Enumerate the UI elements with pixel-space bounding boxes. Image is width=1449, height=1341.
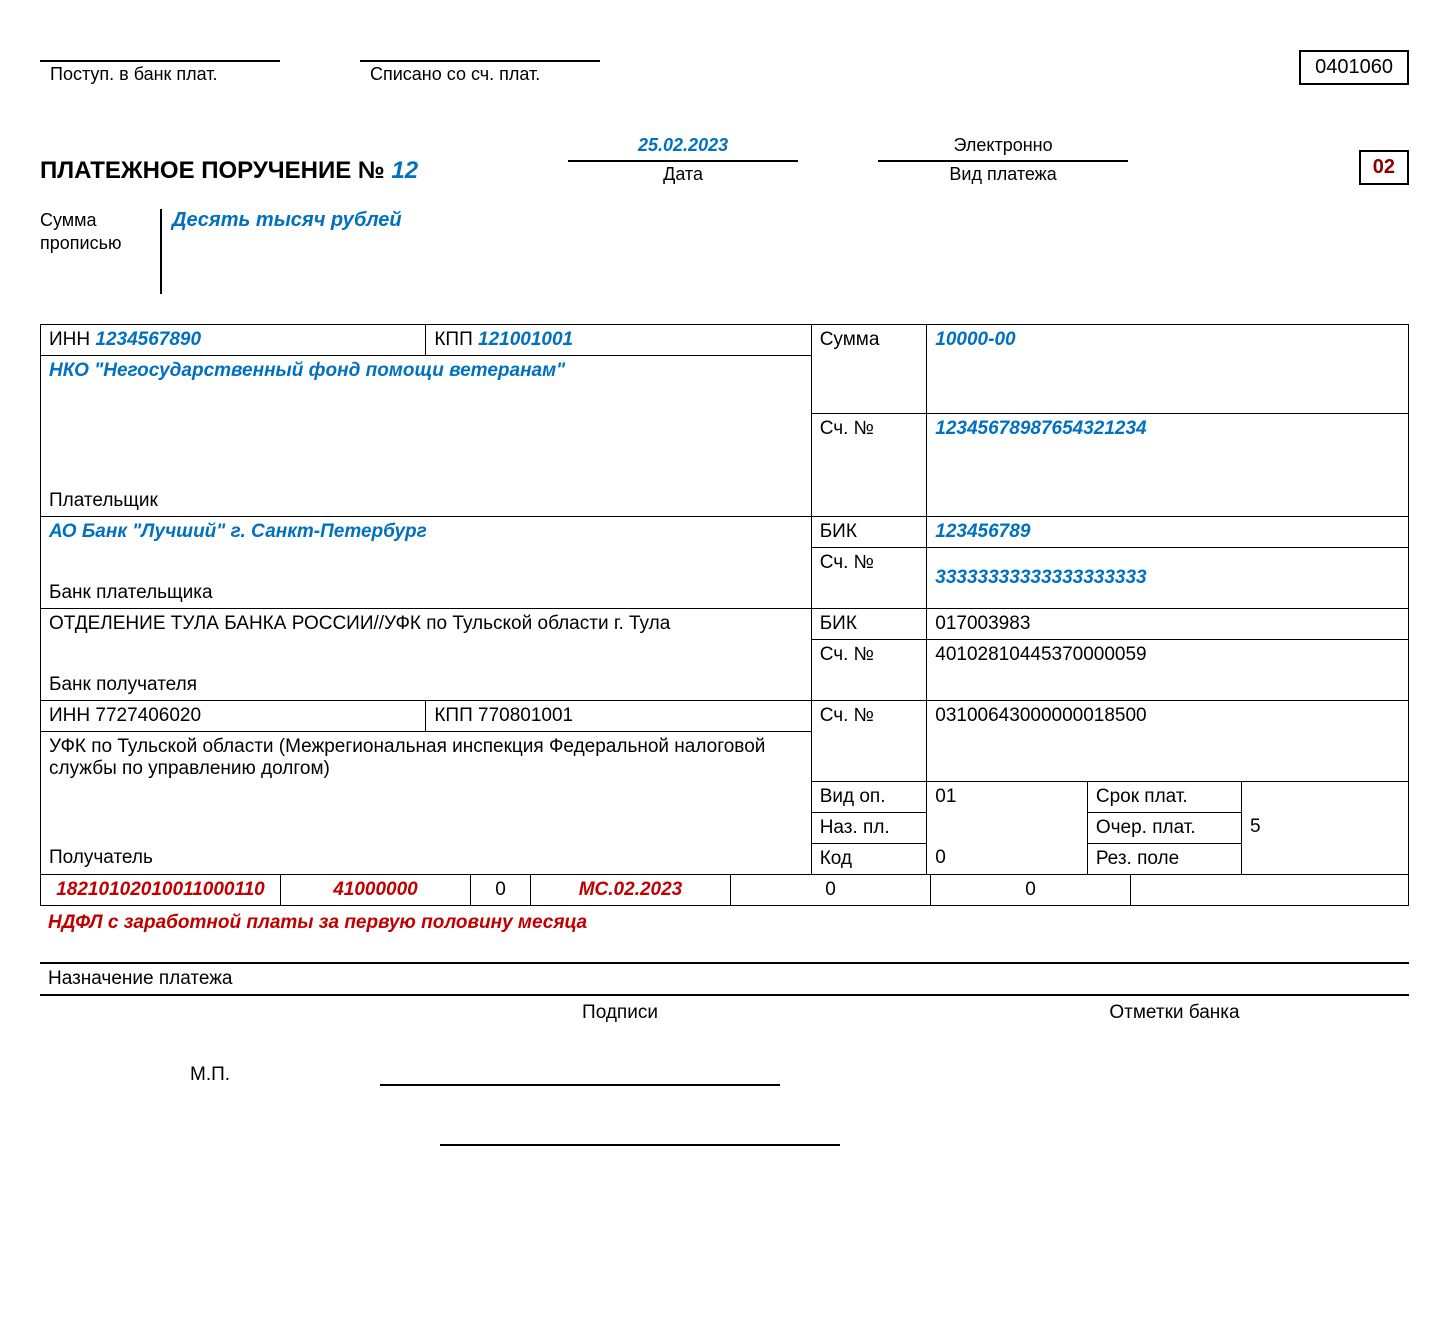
vid-op: 01 [927,781,1088,812]
date-value: 25.02.2023 [568,135,798,162]
stamp-group: Поступ. в банк плат. Списано со сч. плат… [40,40,600,85]
form-code: 0401060 [1299,50,1409,85]
main-table: ИНН 1234567890 КПП 121001001 Сумма 10000… [40,324,1409,875]
stamp-received: Поступ. в банк плат. [40,40,280,85]
stamp-received-label: Поступ. в банк плат. [40,64,280,85]
payer-kpp-cell: КПП 121001001 [426,325,811,356]
priority-code: 02 [1359,150,1409,185]
ocher-label: Очер. плат. [1087,812,1241,843]
vid-op-label: Вид оп. [811,781,927,812]
sig-podpisi: Подписи [420,1002,820,1024]
purpose-text: НДФЛ с заработной платы за первую полови… [40,906,1409,940]
amount-value: 10000-00 [927,325,1409,356]
date-block: 25.02.2023 Дата [568,135,798,185]
payee-name-cell: УФК по Тульской области (Межрегиональная… [41,731,812,843]
purpose-label: Назначение платежа [40,962,1409,996]
doc-date: 0 [931,875,1131,906]
payee-acct: 03100643000000018500 [927,700,1409,731]
payment-order-document: Поступ. в банк плат. Списано со сч. плат… [40,40,1409,1146]
naz [927,812,1088,843]
amount-words-row: Сумма прописью Десять тысяч рублей [40,209,1409,294]
top-row: Поступ. в банк плат. Списано со сч. плат… [40,40,1409,85]
payee-bik: 017003983 [927,608,1409,639]
payer-acct: 12345678987654321234 [927,414,1409,486]
payee-bank-acct: 40102810445370000059 [927,639,1409,700]
payer-bank-label: Банк плательщика [41,578,812,609]
payer-inn: 1234567890 [95,329,201,350]
mp-label: М.П. [190,1064,230,1086]
payee-bank-label: Банк получателя [41,670,812,701]
doc-num: 0 [731,875,931,906]
amount-label: Сумма [811,325,927,356]
payer-inn-cell: ИНН 1234567890 [41,325,426,356]
kod-label: Код [811,843,927,874]
payee-acct-label: Сч. № [811,700,927,731]
payer-kpp: 121001001 [478,329,573,350]
payment-type-value: Электронно [878,135,1128,162]
tax-type [1131,875,1409,906]
payee-inn-cell: ИНН 7727406020 [41,700,426,731]
rez-label: Рез. поле [1087,843,1241,874]
payer-name: НКО "Негосударственный фонд помощи ветер… [49,360,803,382]
oktmo: 41000000 [281,875,471,906]
payer-label: Плательщик [41,486,812,517]
ocher: 5 [1241,812,1408,843]
rez [1241,843,1408,874]
payee-bik-label: БИК [811,608,927,639]
srok-label: Срок плат. [1087,781,1241,812]
naz-label: Наз. пл. [811,812,927,843]
period: МС.02.2023 [531,875,731,906]
payee-kpp: 770801001 [478,705,573,726]
kbk: 18210102010011000110 [41,875,281,906]
document-title: ПЛАТЕЖНОЕ ПОРУЧЕНИЕ № 12 [40,157,418,185]
title-text: ПЛАТЕЖНОЕ ПОРУЧЕНИЕ № [40,157,385,184]
order-number: 12 [391,157,418,184]
tax-row: 18210102010011000110 41000000 0 МС.02.20… [40,875,1409,906]
signature-line-1 [380,1026,780,1086]
kod: 0 [927,843,1088,874]
amount-words-label: Сумма прописью [40,209,160,294]
payer-bank-name: АО Банк "Лучший" г. Санкт-Петербург [49,521,803,543]
date-label: Дата [568,164,798,185]
signatures-row: Подписи Отметки банка [40,1002,1409,1024]
payee-bank-cell: ОТДЕЛЕНИЕ ТУЛА БАНКА РОССИИ//УФК по Туль… [41,608,812,670]
payer-bank-acct: 33333333333333333333 [927,547,1409,608]
payer-bik: 123456789 [927,516,1409,547]
payment-type-block: Электронно Вид платежа [878,135,1128,185]
payee-bank-name: ОТДЕЛЕНИЕ ТУЛА БАНКА РОССИИ//УФК по Туль… [49,613,803,635]
stamp-debited-label: Списано со сч. плат. [360,64,600,85]
payee-kpp-cell: КПП 770801001 [426,700,811,731]
sig-bank: Отметки банка [940,1002,1409,1024]
title-row: ПЛАТЕЖНОЕ ПОРУЧЕНИЕ № 12 25.02.2023 Дата… [40,135,1409,185]
payer-acct-label: Сч. № [811,414,927,486]
payment-type-label: Вид платежа [878,164,1128,185]
payee-inn: 7727406020 [95,705,201,726]
payee-label: Получатель [41,843,812,874]
payer-bank-cell: АО Банк "Лучший" г. Санкт-Петербург [41,516,812,578]
payer-name-cell: НКО "Негосударственный фонд помощи ветер… [41,356,812,486]
srok [1241,781,1408,812]
payer-bik-label: БИК [811,516,927,547]
amount-words-value: Десять тысяч рублей [162,209,402,294]
payer-bank-acct-label: Сч. № [811,547,927,578]
payee-bank-acct-label: Сч. № [811,639,927,670]
signature-line-2 [440,1086,840,1146]
payee-name: УФК по Тульской области (Межрегиональная… [49,736,803,780]
stamp-debited: Списано со сч. плат. [360,40,600,85]
osnov: 0 [471,875,531,906]
